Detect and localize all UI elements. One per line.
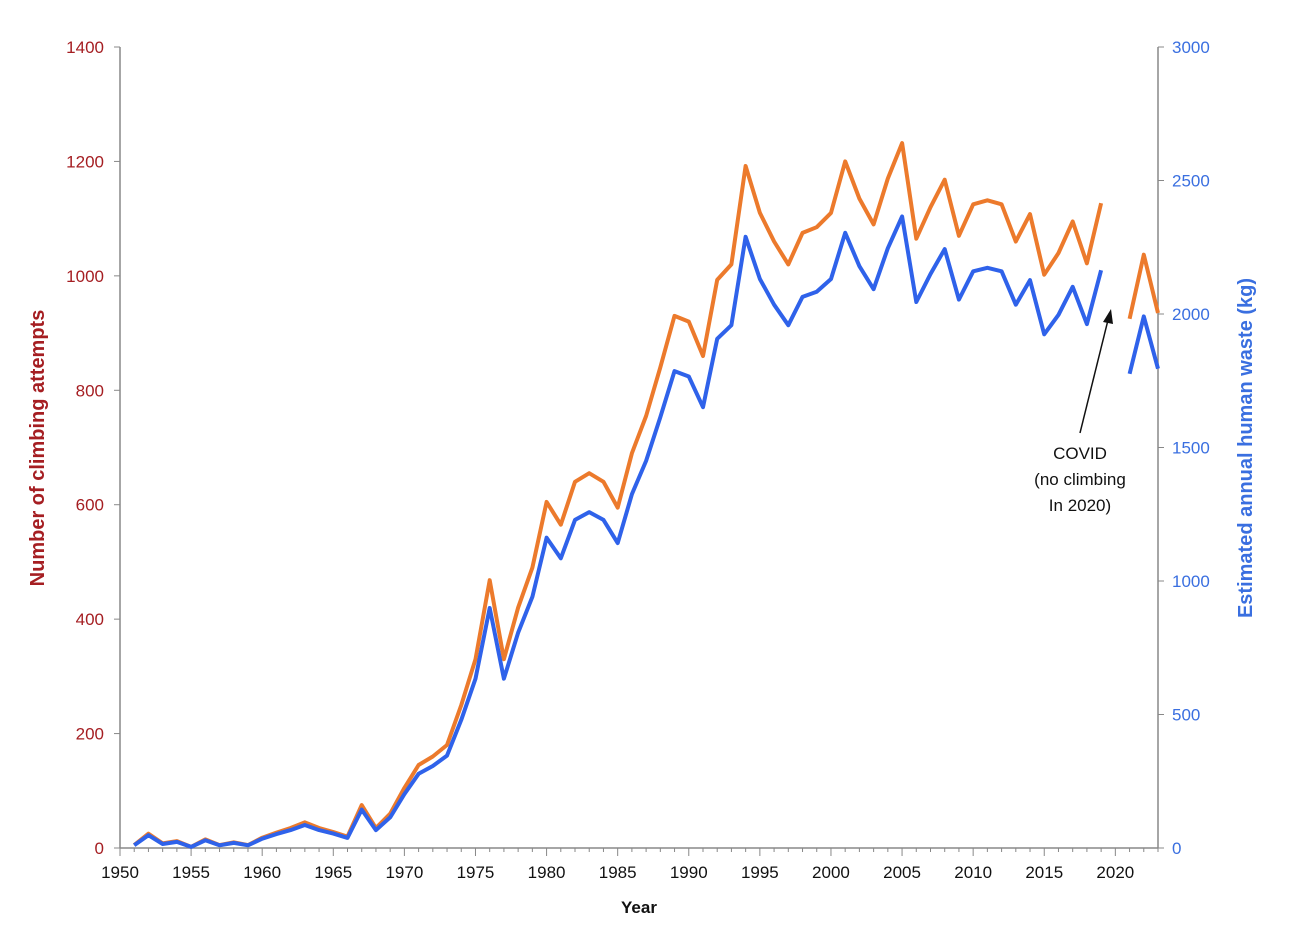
- right-tick-label: 0: [1172, 839, 1181, 858]
- x-tick-label: 1960: [243, 863, 281, 882]
- left-tick-label: 1000: [66, 267, 104, 286]
- left-tick-label: 1400: [66, 38, 104, 57]
- x-tick-label: 1985: [599, 863, 637, 882]
- left-tick-label: 0: [95, 839, 104, 858]
- human-waste-line: [133, 214, 1160, 849]
- annotation-line-3: In 2020): [1049, 496, 1111, 515]
- series-lines: [132, 141, 1160, 849]
- left-tick-label: 600: [76, 496, 104, 515]
- arrow-head-icon: [1103, 309, 1113, 324]
- right-tick-label: 1500: [1172, 439, 1210, 458]
- x-tick-label: 2020: [1096, 863, 1134, 882]
- x-tick-label: 2000: [812, 863, 850, 882]
- right-tick-label: 2000: [1172, 305, 1210, 324]
- right-tick-label: 3000: [1172, 38, 1210, 57]
- x-tick-label: 2010: [954, 863, 992, 882]
- x-tick-label: 1990: [670, 863, 708, 882]
- x-tick-label: 1980: [528, 863, 566, 882]
- left-axis-title: Number of climbing attempts: [27, 310, 49, 587]
- covid-annotation: COVID (no climbing In 2020): [1034, 309, 1126, 515]
- x-tick-label: 1950: [101, 863, 139, 882]
- x-tick-label: 1965: [314, 863, 352, 882]
- right-axis-title: Estimated annual human waste (kg): [1235, 278, 1257, 618]
- x-tick-label: 2015: [1025, 863, 1063, 882]
- x-tick-label: 1955: [172, 863, 210, 882]
- right-tick-label: 1000: [1172, 572, 1210, 591]
- x-tick-label: 1995: [741, 863, 779, 882]
- axes: 1950 1955 1960 1965 1970 1975 1980 1985 1990 1995…: [66, 38, 1210, 882]
- x-tick-label: 2005: [883, 863, 921, 882]
- annotation-arrow: [1079, 319, 1109, 434]
- left-tick-label: 200: [76, 725, 104, 744]
- annotation-line-1: COVID: [1053, 444, 1107, 463]
- x-axis-title: Year: [621, 898, 657, 917]
- annotation-line-2: (no climbing: [1034, 470, 1126, 489]
- climbing-attempts-line: [132, 141, 1160, 849]
- x-tick-label: 1970: [385, 863, 423, 882]
- right-tick-label: 2500: [1172, 172, 1210, 191]
- right-tick-label: 500: [1172, 706, 1200, 725]
- left-tick-label: 800: [76, 381, 104, 400]
- left-tick-label: 1200: [66, 152, 104, 171]
- left-tick-label: 400: [76, 610, 104, 629]
- x-tick-label: 1975: [457, 863, 495, 882]
